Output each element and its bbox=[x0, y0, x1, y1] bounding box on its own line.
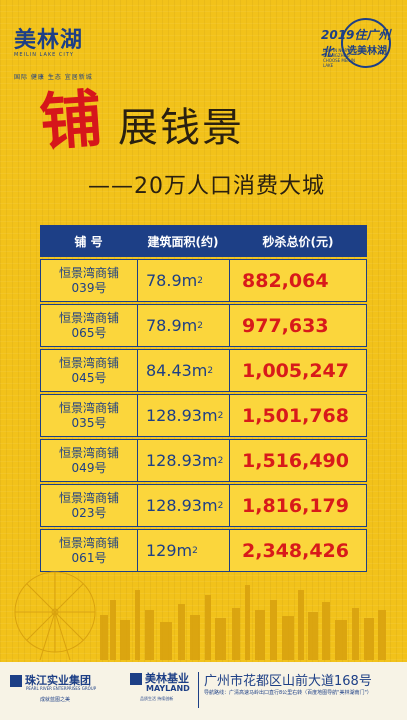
price-cell: 2,348,426 bbox=[229, 529, 367, 572]
area-value: 78.9m bbox=[146, 316, 198, 335]
shop-number: 061号 bbox=[71, 550, 107, 565]
price-value: 1,516,490 bbox=[242, 449, 349, 472]
area-unit-sup: 2 bbox=[217, 455, 224, 466]
area-cell: 128.93m 2 bbox=[137, 394, 229, 437]
mayland-name: 美林基业 bbox=[145, 672, 189, 685]
table-row: 恒景湾商铺 023号 128.93m 2 1,816,179 bbox=[40, 484, 367, 527]
table-row: 恒景湾商铺 061号 129m 2 2,348,426 bbox=[40, 529, 367, 572]
price-value: 1,501,768 bbox=[242, 404, 349, 427]
footer-divider bbox=[198, 672, 199, 708]
pearl-river-mark-icon bbox=[10, 675, 22, 687]
pearl-river-name: 珠江实业集团 bbox=[25, 674, 91, 687]
area-cell: 128.93m 2 bbox=[137, 439, 229, 482]
price-value: 977,633 bbox=[242, 314, 329, 337]
table-row: 恒景湾商铺 035号 128.93m 2 1,501,768 bbox=[40, 394, 367, 437]
badge-ring-icon bbox=[341, 18, 391, 68]
price-value: 1,816,179 bbox=[242, 494, 349, 517]
area-cell: 84.43m 2 bbox=[137, 349, 229, 392]
area-unit-sup: 2 bbox=[217, 500, 224, 511]
area-value: 128.93m bbox=[146, 496, 218, 515]
shop-number: 039号 bbox=[71, 280, 107, 295]
brand-logo: 美林湖 MEILIN LAKE CITY 国际 健康 生态 宜居新城 bbox=[14, 22, 93, 81]
table-row: 恒景湾商铺 065号 78.9m 2 977,633 bbox=[40, 304, 367, 347]
shop-number: 065号 bbox=[71, 325, 107, 340]
price-cell: 1,501,768 bbox=[229, 394, 367, 437]
mayland-en: MAYLAND bbox=[146, 684, 190, 693]
header-price: 秒杀总价(元) bbox=[262, 234, 334, 249]
area-value: 78.9m bbox=[146, 271, 198, 290]
area-cell: 128.93m 2 bbox=[137, 484, 229, 527]
price-value: 1,005,247 bbox=[242, 359, 349, 382]
badge-year-text: 2019住广州北 bbox=[321, 28, 391, 59]
area-unit-sup: 2 bbox=[197, 320, 203, 331]
mayland-slogan: 品质生活 持续创新 bbox=[140, 696, 174, 701]
headline: 铺 展钱景 bbox=[37, 81, 400, 168]
area-cell: 129m 2 bbox=[137, 529, 229, 572]
shop-name: 恒景湾商铺 bbox=[58, 310, 119, 325]
price-cell: 977,633 bbox=[229, 304, 367, 347]
footer: 珠江实业集团 PEARL RIVER ENTERPRISES GROUP 成就蓝… bbox=[0, 662, 407, 720]
price-value: 882,064 bbox=[242, 269, 329, 292]
brand-name: 美林湖 bbox=[14, 27, 84, 53]
pearl-river-logo: 珠江实业集团 bbox=[10, 672, 91, 688]
shop-number: 049号 bbox=[71, 460, 107, 475]
shop-cell: 恒景湾商铺 039号 bbox=[40, 259, 137, 302]
campaign-badge: 2019住广州北 LIVE IN NORTH GUANGZHOU CHOOSE … bbox=[317, 16, 393, 68]
headline-big-char: 铺 bbox=[37, 81, 105, 160]
price-value: 2,348,426 bbox=[242, 539, 349, 562]
shop-number: 023号 bbox=[71, 505, 107, 520]
badge-en-text: LIVE IN NORTH GUANGZHOU CHOOSE MEILIN LA… bbox=[323, 48, 355, 68]
header-shop-no: 铺 号 bbox=[74, 234, 103, 249]
price-table: 铺 号 建筑面积(约) 秒杀总价(元) 恒景湾商铺 039号 78.9m 2 882,0… bbox=[40, 225, 367, 572]
price-cell: 882,064 bbox=[229, 259, 367, 302]
area-value: 84.43m bbox=[146, 361, 208, 380]
price-cell: 1,516,490 bbox=[229, 439, 367, 482]
header-area: 建筑面积(约) bbox=[147, 234, 219, 249]
badge-line2: 选美林湖 bbox=[347, 46, 387, 57]
address: 广州市花都区山前大道168号 bbox=[204, 674, 372, 689]
shop-cell: 恒景湾商铺 065号 bbox=[40, 304, 137, 347]
mayland-mark-icon bbox=[130, 673, 142, 685]
pearl-river-en: PEARL RIVER ENTERPRISES GROUP bbox=[26, 686, 97, 691]
shop-name: 恒景湾商铺 bbox=[58, 400, 119, 415]
shop-cell: 恒景湾商铺 061号 bbox=[40, 529, 137, 572]
area-unit-sup: 2 bbox=[197, 275, 203, 286]
brand-tagline: 国际 健康 生态 宜居新城 bbox=[14, 74, 93, 81]
area-value: 129m bbox=[146, 541, 193, 560]
table-header: 铺 号 建筑面积(约) 秒杀总价(元) bbox=[40, 225, 367, 257]
shop-cell: 恒景湾商铺 049号 bbox=[40, 439, 137, 482]
shop-cell: 恒景湾商铺 023号 bbox=[40, 484, 137, 527]
city-skyline-illustration bbox=[14, 571, 386, 660]
mayland-logo: 美林基业 bbox=[130, 670, 189, 686]
table-row: 恒景湾商铺 049号 128.93m 2 1,516,490 bbox=[40, 439, 367, 482]
area-cell: 78.9m 2 bbox=[137, 259, 229, 302]
area-unit-sup: 2 bbox=[217, 410, 224, 421]
area-unit-sup: 2 bbox=[207, 365, 214, 376]
area-value: 128.93m bbox=[146, 451, 218, 470]
price-cell: 1,005,247 bbox=[229, 349, 367, 392]
shop-name: 恒景湾商铺 bbox=[58, 265, 119, 280]
shop-name: 恒景湾商铺 bbox=[58, 445, 119, 460]
shop-name: 恒景湾商铺 bbox=[58, 490, 119, 505]
shop-number: 045号 bbox=[71, 370, 107, 385]
brand-name-en: MEILIN LAKE CITY bbox=[14, 52, 74, 58]
shop-number: 035号 bbox=[71, 415, 107, 430]
area-cell: 78.9m 2 bbox=[137, 304, 229, 347]
area-unit-sup: 2 bbox=[192, 545, 198, 556]
shop-name: 恒景湾商铺 bbox=[58, 355, 119, 370]
shop-cell: 恒景湾商铺 035号 bbox=[40, 394, 137, 437]
table-row: 恒景湾商铺 045号 84.43m 2 1,005,247 bbox=[40, 349, 367, 392]
table-row: 恒景湾商铺 039号 78.9m 2 882,064 bbox=[40, 259, 367, 302]
area-value: 128.93m bbox=[146, 406, 218, 425]
price-cell: 1,816,179 bbox=[229, 484, 367, 527]
shop-name: 恒景湾商铺 bbox=[58, 535, 119, 550]
pearl-river-slogan: 成就蓝图之美 bbox=[40, 697, 71, 703]
headline-rest: 展钱景 bbox=[118, 105, 244, 151]
subheadline: ——20万人口消费大城 bbox=[88, 174, 325, 199]
navigation-route: 导航路线：广清高速马岭出口直行8公里右转（百度地图导航"美林湖南门"） bbox=[204, 690, 372, 696]
shop-cell: 恒景湾商铺 045号 bbox=[40, 349, 137, 392]
